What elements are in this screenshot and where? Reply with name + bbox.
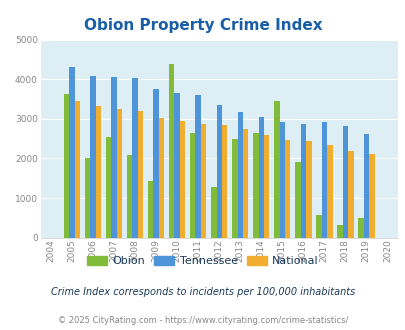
Bar xyxy=(258,117,263,238)
Bar xyxy=(294,162,300,238)
Bar xyxy=(284,140,290,238)
Bar xyxy=(127,155,132,238)
Bar xyxy=(368,154,374,238)
Bar xyxy=(216,105,222,238)
Bar xyxy=(200,123,206,238)
Bar xyxy=(357,218,363,238)
Bar xyxy=(347,151,353,238)
Bar xyxy=(242,129,248,238)
Bar xyxy=(90,76,96,238)
Bar xyxy=(148,181,153,238)
Bar xyxy=(326,145,332,238)
Bar xyxy=(132,78,138,238)
Bar xyxy=(138,111,143,238)
Legend: Obion, Tennessee, National: Obion, Tennessee, National xyxy=(82,251,323,271)
Bar xyxy=(321,122,326,238)
Bar xyxy=(237,113,242,238)
Bar xyxy=(315,215,321,238)
Text: Crime Index corresponds to incidents per 100,000 inhabitants: Crime Index corresponds to incidents per… xyxy=(51,287,354,297)
Bar xyxy=(174,93,179,238)
Bar xyxy=(273,101,279,238)
Bar xyxy=(106,137,111,238)
Bar xyxy=(252,133,258,238)
Bar xyxy=(232,139,237,238)
Bar xyxy=(179,121,185,238)
Bar xyxy=(363,134,368,238)
Bar xyxy=(279,121,284,238)
Bar xyxy=(153,89,158,238)
Bar xyxy=(263,135,269,238)
Bar xyxy=(111,77,117,238)
Bar xyxy=(168,64,174,238)
Text: © 2025 CityRating.com - https://www.cityrating.com/crime-statistics/: © 2025 CityRating.com - https://www.city… xyxy=(58,315,347,325)
Bar xyxy=(190,133,195,238)
Bar xyxy=(69,67,75,238)
Bar xyxy=(300,124,305,238)
Bar xyxy=(96,106,101,238)
Bar xyxy=(117,109,122,238)
Bar xyxy=(75,101,80,238)
Bar xyxy=(342,126,347,238)
Bar xyxy=(222,125,227,238)
Bar xyxy=(195,95,200,238)
Bar xyxy=(85,158,90,238)
Bar xyxy=(305,141,311,238)
Bar xyxy=(64,94,69,238)
Bar xyxy=(211,187,216,238)
Bar xyxy=(158,118,164,238)
Bar xyxy=(336,225,342,238)
Text: Obion Property Crime Index: Obion Property Crime Index xyxy=(83,18,322,33)
